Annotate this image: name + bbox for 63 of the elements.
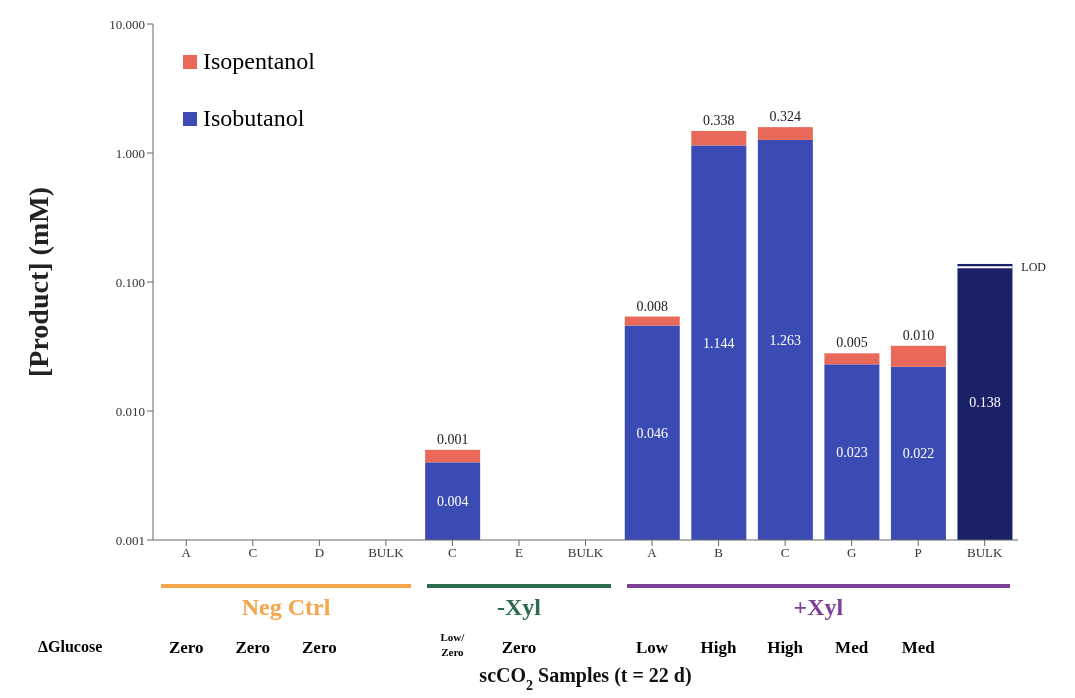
text: +Xyl: [792, 594, 845, 621]
data-label: 0.324: [769, 109, 802, 125]
text: Zero: [234, 638, 272, 658]
text: Med: [900, 638, 936, 658]
data-label: 0.010: [902, 327, 935, 343]
x-tick-label: BULK: [967, 545, 1004, 561]
bar: [890, 366, 946, 540]
y-tick-label: 0.001: [115, 532, 145, 548]
y-tick-label: 0.100: [115, 274, 145, 290]
data-label: 0.008: [636, 298, 669, 314]
ref-line-label: LOD: [1021, 260, 1047, 275]
data-label: 0.005: [836, 335, 868, 351]
bar: [824, 364, 880, 540]
x-tick-label: P: [914, 545, 922, 561]
bar: [691, 145, 747, 540]
x-tick-label: BULK: [368, 545, 405, 561]
legend-label: Isopentanol: [203, 48, 315, 75]
x-tick-label: C: [448, 545, 457, 561]
x-tick-label: C: [248, 545, 258, 561]
bar: [890, 345, 946, 367]
bar: [624, 325, 680, 540]
text: High: [766, 638, 805, 658]
data-label: 0.001: [436, 431, 469, 447]
text: Zero: [301, 638, 338, 658]
y-tick-label: 10.000: [109, 16, 145, 32]
x-tick-label: C: [780, 545, 790, 561]
data-label: 0.022: [902, 446, 935, 462]
bar: [624, 316, 680, 326]
text: Zero: [500, 638, 538, 658]
x-tick-label: E: [514, 545, 523, 561]
x-tick-label: B: [714, 545, 724, 561]
x-tick-label: A: [647, 545, 658, 561]
text: scCO$_{2}$ Samples (t = 22 d): [479, 664, 692, 693]
data-label: 0.138: [969, 394, 1001, 410]
text: -Xyl: [495, 594, 542, 621]
bar: [957, 263, 1013, 540]
data-label: 1.263: [769, 332, 802, 348]
text: High: [699, 638, 738, 658]
text: Neg Ctrl: [240, 594, 332, 621]
x-tick-label: G: [846, 545, 857, 561]
data-label: 1.144: [703, 335, 735, 351]
x-tick-label: BULK: [567, 545, 604, 561]
bar: [425, 462, 481, 540]
y-tick-label: 1.000: [115, 145, 145, 161]
text: ΔGlucose: [38, 638, 103, 656]
text: Med: [834, 638, 870, 658]
x-tick-label: A: [181, 545, 192, 561]
y-axis-title: [Product] (mM): [22, 187, 54, 377]
data-label: 0.338: [703, 112, 735, 128]
bar: [757, 127, 813, 140]
text: Low/ Zero: [439, 630, 466, 660]
bar: [757, 139, 813, 540]
text: Low: [634, 638, 670, 658]
data-label: 0.046: [636, 425, 669, 441]
data-label: 0.004: [436, 494, 469, 510]
bar: [691, 130, 747, 146]
legend-label: Isobutanol: [203, 105, 305, 132]
x-tick-label: D: [314, 545, 325, 561]
data-label: 0.023: [836, 445, 868, 461]
bar: [425, 449, 481, 463]
y-tick-label: 0.010: [115, 403, 145, 419]
bar: [824, 353, 880, 365]
text: Zero: [167, 638, 205, 658]
